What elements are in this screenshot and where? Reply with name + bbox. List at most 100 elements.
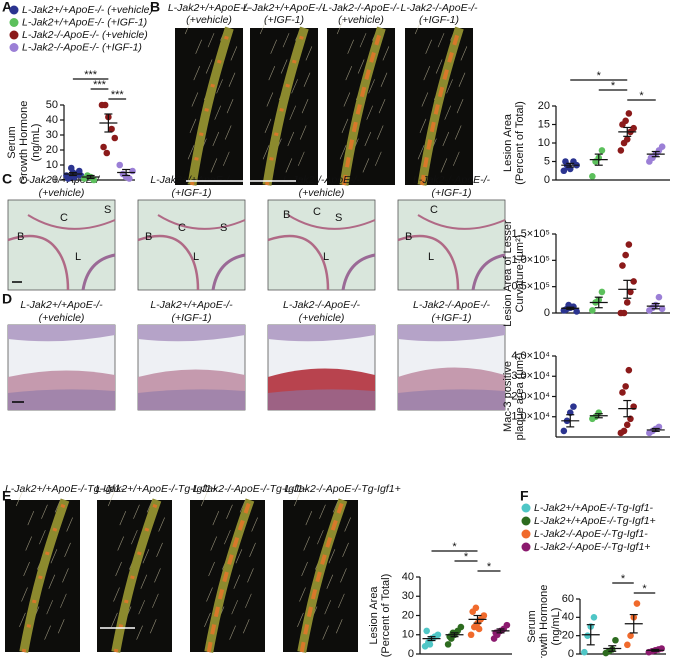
y-tick-label: 40 <box>402 571 414 583</box>
fiber <box>111 612 118 628</box>
fiber <box>226 504 233 519</box>
tissue <box>157 214 246 230</box>
data-point <box>64 175 72 182</box>
image-caption: L-Jak2+/+ApoE-/- <box>168 2 251 14</box>
aorta-lesion <box>420 27 462 186</box>
fiber <box>251 517 258 532</box>
data-point <box>630 124 637 132</box>
y-tick-label: 0 <box>52 174 58 186</box>
data-point <box>625 366 633 374</box>
fiber <box>262 145 270 160</box>
data-point <box>103 149 111 157</box>
media <box>8 389 115 410</box>
fiber <box>133 504 140 519</box>
data-point <box>108 125 115 133</box>
image-label: S <box>104 204 111 216</box>
y-axis-label: Mac-3 positive <box>502 361 514 432</box>
significance-label: * <box>464 551 469 563</box>
image <box>283 491 358 653</box>
y-axis-label: Lesion Area <box>368 586 380 645</box>
data-point <box>111 134 119 142</box>
fiber <box>460 46 468 61</box>
fiber <box>19 612 26 628</box>
fiber <box>366 105 373 120</box>
legend-marker <box>521 516 531 526</box>
fiber <box>193 66 201 81</box>
fiber <box>138 600 145 615</box>
fiber <box>305 510 313 526</box>
legend-marker <box>9 5 19 15</box>
legend-label: L-Jak2-/-ApoE-/-Tg-Igf1- <box>534 528 648 540</box>
image-label: L <box>193 251 199 263</box>
fiber <box>326 574 334 589</box>
fiber <box>336 19 344 35</box>
fiber <box>27 510 35 526</box>
legend-label: L-Jak2-/-ApoE-/- (+IGF-1) <box>22 41 142 53</box>
image-caption: L-Jak2-/-ApoE-/- <box>413 299 491 311</box>
fiber <box>107 491 115 507</box>
y-tick-label: 10 <box>402 629 414 641</box>
image-label: B <box>405 231 412 243</box>
legend-marker <box>9 43 19 52</box>
data-point <box>624 641 631 649</box>
tissue <box>397 234 460 291</box>
image <box>327 19 395 186</box>
legend-label: L-Jak2-/-ApoE-/- (+vehicle) <box>22 29 148 41</box>
data-point <box>595 409 603 417</box>
image-label: C <box>60 212 68 224</box>
aorta-lesion <box>342 27 384 186</box>
image-label: L <box>428 251 434 263</box>
data-point <box>475 625 483 633</box>
aorta <box>262 26 309 186</box>
image <box>175 19 243 186</box>
fiber <box>208 561 215 577</box>
y-tick-label: 30 <box>46 129 58 141</box>
fiber <box>458 72 466 87</box>
legend-marker <box>521 542 531 552</box>
fiber <box>216 79 223 94</box>
fiber <box>322 625 329 640</box>
image <box>137 324 246 411</box>
tissue <box>471 253 506 291</box>
data-point <box>434 631 442 639</box>
fiber <box>324 600 331 615</box>
fiber <box>359 33 367 48</box>
image <box>397 199 506 291</box>
y-axis-label: Growth Hormone <box>538 585 550 658</box>
fiber <box>293 491 301 507</box>
fiber <box>189 118 197 133</box>
data-point <box>126 175 133 182</box>
y-tick-label: 1.5×10⁵ <box>511 228 550 240</box>
data-point <box>612 636 619 644</box>
y-tick-label: 10 <box>538 137 550 149</box>
fiber <box>425 39 432 54</box>
fiber <box>339 145 347 160</box>
y-tick-label: 40 <box>562 611 574 623</box>
data-point <box>423 627 431 635</box>
media <box>268 389 375 410</box>
fiber <box>319 504 326 519</box>
data-point <box>560 167 568 175</box>
image-label: S <box>220 222 227 234</box>
fiber <box>297 612 304 628</box>
legend-label: L-Jak2+/+ApoE-/- (+vehicle) <box>22 4 153 16</box>
image-caption: (+IGF-1) <box>432 312 472 324</box>
fiber <box>21 587 28 602</box>
fiber <box>341 118 349 133</box>
fiber <box>456 98 464 114</box>
data-point <box>617 147 625 154</box>
fiber <box>191 92 199 107</box>
fiber <box>212 131 220 147</box>
y-tick-label: 20 <box>538 100 550 112</box>
legend-marker <box>521 529 531 539</box>
y-axis-label: (ng/mL) <box>30 124 42 162</box>
legend-marker <box>521 503 531 513</box>
fiber <box>60 593 67 608</box>
significance-label: * <box>452 541 457 553</box>
y-tick-label: 40 <box>46 114 58 126</box>
data-point <box>129 167 136 175</box>
data-point <box>658 143 666 150</box>
image-bg <box>137 199 246 291</box>
fiber <box>301 561 308 577</box>
fiber <box>446 79 453 94</box>
